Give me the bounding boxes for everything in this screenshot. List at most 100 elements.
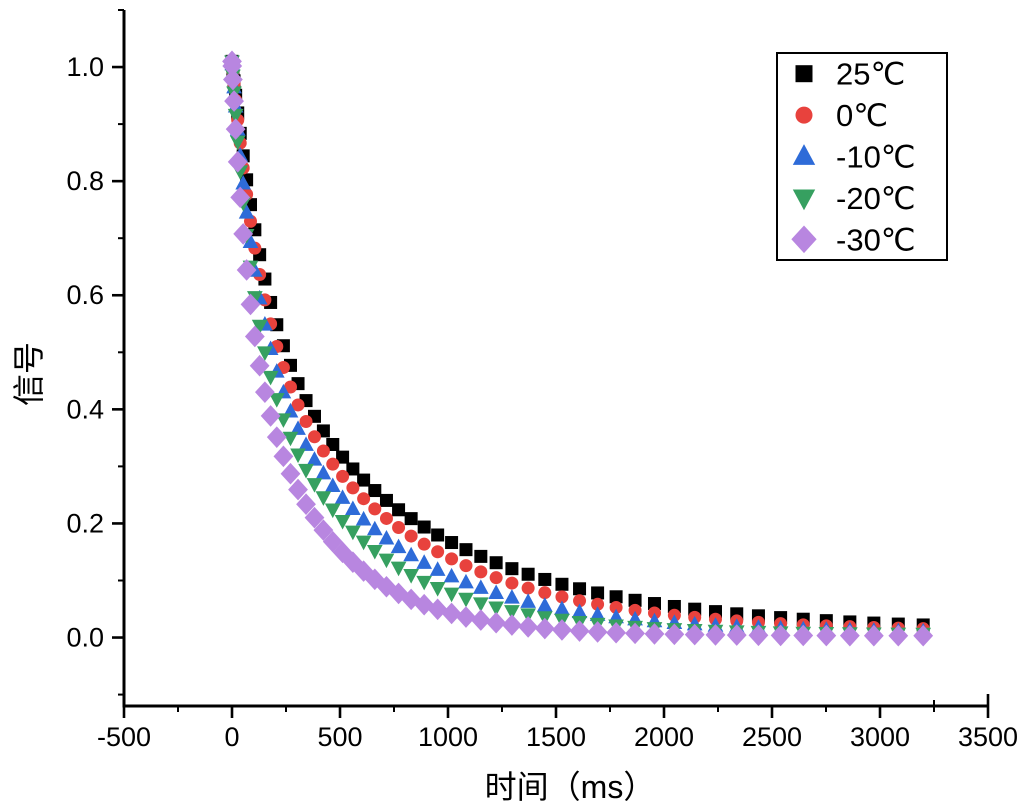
data-point-marker [505,576,519,590]
data-point-marker [224,90,244,112]
data-point-marker [571,603,588,619]
data-point-marker [379,493,393,507]
data-point-marker [416,575,433,591]
y-ticks [112,9,124,696]
data-point-marker [306,451,323,466]
x-axis-title: 时间（ms） [485,769,656,805]
legend-entry-label: 0℃ [836,98,888,133]
y-tick-label: 0.4 [66,394,104,424]
data-point-marker [290,448,306,464]
data-point-marker [390,538,407,554]
diamond-legend-icon [791,225,817,254]
data-point-marker [404,512,418,526]
data-point-marker [863,624,884,647]
data-point-marker [355,510,372,526]
data-point-marker [357,473,371,487]
data-point-marker [223,68,243,91]
data-point-marker [282,431,299,447]
data-point-marker [606,621,627,644]
data-point-marker [273,445,294,468]
data-point-marker [403,546,419,562]
y-tick-label: 1.0 [66,52,104,82]
data-point-marker [504,589,520,604]
y-axis-title: 信号 [11,342,47,406]
y-tick-label: 0.6 [66,280,104,310]
legend-entry: 25℃ [795,57,905,92]
data-point-marker [255,381,275,403]
data-point-marker [589,606,606,621]
data-point-marker [304,506,325,529]
data-point-marker [368,502,382,516]
legend-entry: -10℃ [792,140,916,175]
data-point-marker [429,582,446,597]
data-point-marker [431,545,445,559]
data-point-marker [229,135,246,151]
data-point-marker [260,405,281,427]
x-tick-label: 2500 [742,722,802,752]
data-point-marker [609,590,623,604]
x-tick-label: -500 [97,722,151,752]
triangle-down-legend-icon [792,189,816,211]
data-point-marker [357,492,371,506]
data-point-marker [429,561,446,576]
x-tick-label: 3500 [958,722,1018,752]
data-point-marker [227,151,248,173]
data-point-marker [443,567,460,583]
data-point-marker [441,602,462,625]
data-point-marker [456,606,476,628]
series--30C [222,50,934,647]
legend-entry-label: -10℃ [836,140,916,175]
x-tick-label: 1000 [418,722,478,752]
data-point-marker [644,623,665,645]
data-point-marker [705,624,726,646]
series-points [222,50,934,647]
data-point-marker [793,624,814,647]
data-point-marker [445,552,459,566]
data-point-marker [307,430,321,444]
data-point-marker [587,621,608,643]
data-point-marker [401,588,422,611]
data-point-marker [534,617,555,640]
data-point-marker [334,514,351,530]
data-point-marker [470,609,491,631]
data-point-marker [521,567,535,581]
data-point-marker [609,600,623,614]
y-tick-label: 0.2 [66,508,104,538]
data-point-marker [268,393,285,408]
data-point-marker [346,462,360,476]
data-point-marker [417,520,431,534]
data-point-marker [913,624,934,647]
legend-entry: -30℃ [791,222,916,257]
data-point-marker [404,529,418,543]
data-point-marker [555,577,569,591]
data-point-marker [364,568,385,591]
x-tick-label: 1500 [526,722,586,752]
data-point-marker [290,420,306,435]
data-point-marker [390,561,407,577]
y-tick-labels: 0.0 0.2 0.4 0.6 0.8 1.0 [66,52,104,652]
x-tick-label: 2000 [634,722,694,752]
data-point-marker [296,493,316,515]
data-point-marker [334,489,351,504]
data-point-marker [416,554,433,569]
data-point-marker [488,584,504,600]
data-point-marker [443,587,460,603]
data-point-marker [625,622,645,645]
data-point-marker [538,572,552,586]
data-point-marker [306,478,323,493]
triangle-up-legend-icon [792,144,816,165]
legend: 25℃ 0℃ -10℃ -20℃ -30℃ [776,52,948,261]
data-point-marker [288,478,308,501]
data-point-marker [569,620,590,642]
legend-entry: 0℃ [795,98,888,133]
data-point-marker [316,444,330,458]
data-point-marker [504,605,520,620]
data-point-marker [240,293,261,316]
data-point-marker [298,436,314,451]
data-point-marker [888,624,909,647]
data-point-marker [489,556,503,570]
data-point-marker [346,481,360,495]
data-point-marker [249,354,270,377]
data-point-marker [379,511,393,525]
